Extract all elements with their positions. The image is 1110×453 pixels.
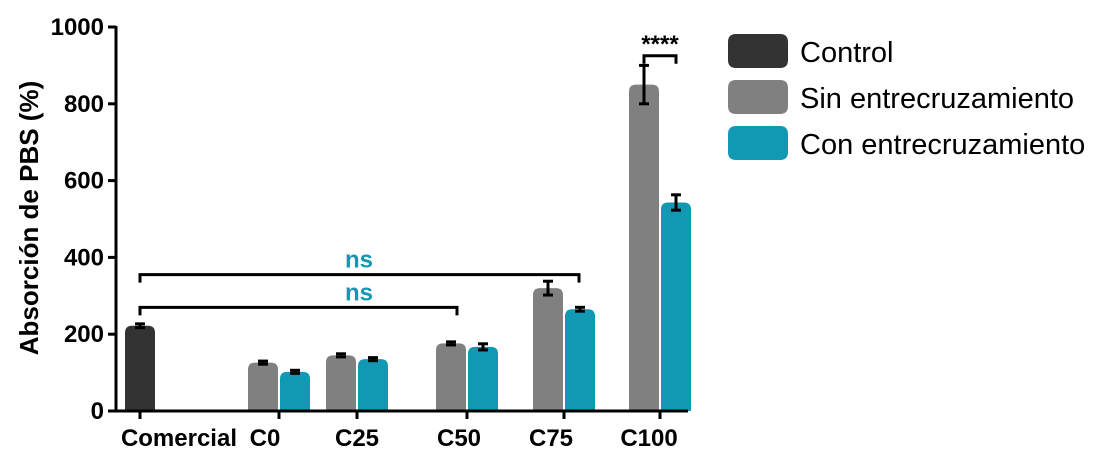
- y-tick-label-400: 400: [64, 244, 104, 271]
- significance-bracket-1: [138, 305, 459, 316]
- bar-c100-s1: [629, 84, 659, 411]
- y-tick-label-1000: 1000: [51, 14, 104, 41]
- y-tick-label-600: 600: [64, 168, 104, 195]
- bar-c25-s1: [326, 355, 356, 411]
- bar-c50-s2: [468, 346, 498, 411]
- bar-c50-s1: [436, 343, 466, 411]
- bar-c25-s2: [358, 359, 388, 411]
- bars-layer: [125, 84, 691, 411]
- x-tick-label-c50: C50: [437, 425, 481, 452]
- y-tick-label-200: 200: [64, 321, 104, 348]
- x-tick-label-c25: C25: [335, 425, 379, 452]
- legend-swatch-1: [728, 80, 788, 114]
- y-tick-label-800: 800: [64, 91, 104, 118]
- legend-label-1: Sin entrecruzamiento: [800, 83, 1074, 115]
- significance-label-2: ****: [641, 31, 679, 58]
- significance-label-1: ns: [345, 279, 373, 306]
- bar-c100-s2: [661, 202, 691, 411]
- axes-layer: 0 200 400 600 800 1000 Comercial C0 C25 C50 C75 C10…: [51, 14, 688, 452]
- bar-c75-s1: [533, 288, 563, 411]
- significance-bracket-0: [138, 273, 581, 283]
- legend-label-2: Con entrecruzamiento: [800, 129, 1085, 161]
- bar-comercial-s0: [125, 325, 155, 411]
- legend: Control Sin entrecruzamiento Con entrecruz…: [728, 34, 1085, 161]
- y-axis-title: Absorción de PBS (%): [14, 81, 44, 355]
- annotations-layer: ns ns ****: [138, 31, 679, 316]
- bar-c0-s1: [248, 362, 278, 411]
- x-tick-label-comercial: Comercial: [121, 425, 237, 452]
- error-bars-layer: [135, 63, 681, 375]
- x-tick-label-c75: C75: [529, 425, 573, 452]
- x-tick-label-c100: C100: [620, 425, 677, 452]
- bar-c75-s2: [565, 309, 595, 411]
- legend-swatch-2: [728, 126, 788, 160]
- significance-label-0: ns: [345, 247, 373, 274]
- legend-label-0: Control: [800, 37, 894, 69]
- legend-swatch-0: [728, 34, 788, 68]
- x-tick-label-c0: C0: [250, 425, 281, 452]
- significance-bracket-2: [642, 54, 678, 64]
- y-tick-label-0: 0: [91, 398, 104, 425]
- bar-c0-s2: [280, 371, 310, 411]
